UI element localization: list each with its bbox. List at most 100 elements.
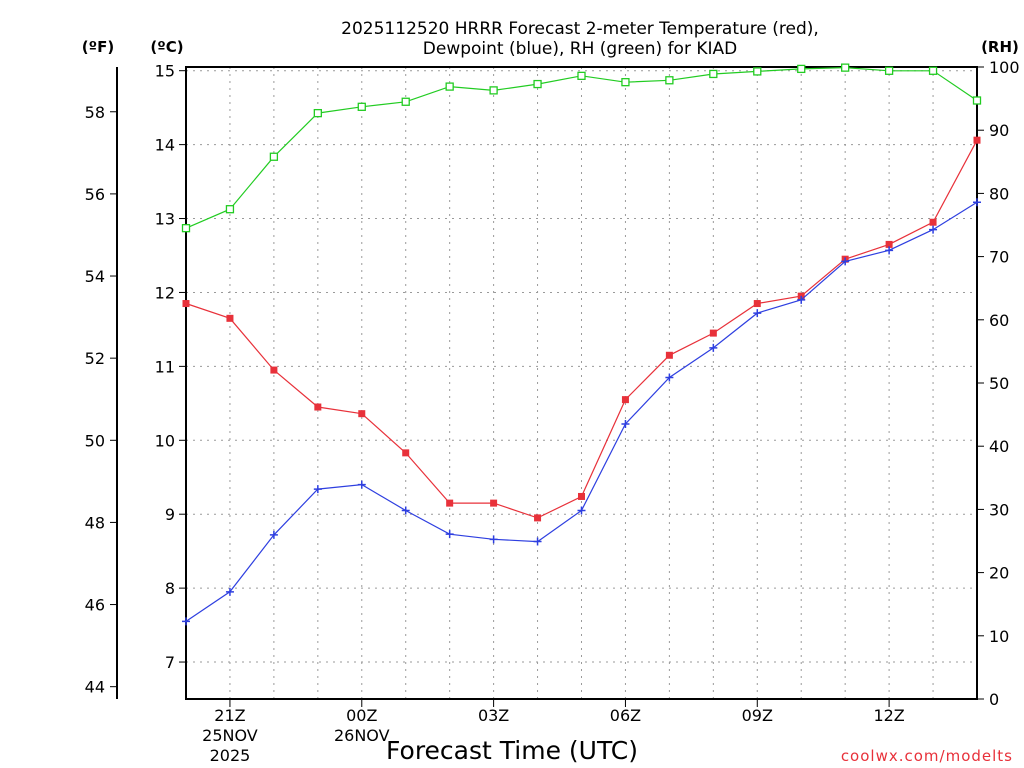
dewpoint-point (621, 420, 630, 429)
dewpoint-point (797, 295, 806, 304)
temperature-point (753, 300, 761, 308)
x-tick-label: 09Z (742, 706, 773, 725)
celsius-tick-label: 7 (165, 653, 175, 672)
rh-point (972, 96, 982, 105)
celsius-tick-label: 9 (165, 505, 175, 524)
fahrenheit-tick-label: 46 (85, 596, 105, 615)
rh-unit-label: (RH) (981, 38, 1019, 56)
rh-tick-label: 90 (989, 121, 1009, 140)
temperature-point (446, 499, 454, 507)
temperature-point (358, 410, 366, 418)
dewpoint-point (225, 587, 234, 596)
celsius-tick-label: 14 (155, 136, 175, 155)
x-tick-year-label: 2025 (210, 746, 251, 765)
celsius-unit-label: (ºC) (150, 38, 183, 56)
rh-point (533, 79, 542, 89)
fahrenheit-tick-label: 44 (85, 678, 105, 697)
temperature-point (490, 499, 498, 507)
temperature-point (621, 396, 629, 404)
rh-point (665, 76, 674, 85)
rh-point (753, 67, 762, 76)
x-tick-label: 00Z (346, 706, 377, 725)
dewpoint-point (577, 506, 586, 515)
temperature-point (314, 403, 322, 411)
rh-point (928, 66, 938, 75)
fahrenheit-tick-label: 56 (85, 185, 105, 204)
rh-point (401, 97, 410, 106)
rh-point (357, 102, 366, 111)
rh-tick-label: 50 (989, 374, 1009, 393)
x-tick-date-label: 25NOV (202, 726, 258, 745)
fahrenheit-tick-label: 54 (85, 267, 105, 286)
rh-tick-label: 0 (989, 690, 999, 709)
x-tick-label: 06Z (610, 706, 641, 725)
series-layer (181, 63, 982, 626)
rh-point (621, 78, 630, 87)
fahrenheit-tick-label: 52 (85, 349, 105, 368)
celsius-tick-label: 11 (155, 357, 175, 376)
fahrenheit-tick-label: 50 (85, 431, 105, 450)
chart-title-line1: 2025112520 HRRR Forecast 2-meter Tempera… (341, 19, 819, 39)
temperature-point (534, 514, 542, 522)
rh-point (181, 224, 191, 233)
rh-tick-label: 10 (989, 627, 1009, 646)
temperature-point (182, 300, 190, 308)
dewpoint-point (885, 246, 894, 255)
dewpoint-point (313, 485, 322, 494)
celsius-tick-label: 12 (155, 283, 175, 302)
rh-tick-label: 30 (989, 500, 1009, 519)
rh-point (841, 63, 850, 72)
fahrenheit-tick-label: 58 (85, 103, 105, 122)
celsius-tick-label: 13 (155, 210, 175, 229)
rh-point (225, 205, 235, 214)
rh-point (577, 71, 586, 80)
temperature-point (270, 366, 278, 374)
dewpoint-point (533, 537, 542, 546)
axes-layer (110, 66, 984, 707)
rh-point (445, 82, 454, 91)
chart-title-line2: Dewpoint (blue), RH (green) for KIAD (423, 39, 737, 59)
rh-point (884, 66, 894, 75)
fahrenheit-unit-label: (ºF) (82, 38, 114, 56)
dewpoint-point (929, 225, 938, 234)
temperature-point (709, 329, 717, 337)
x-tick-date-label: 26NOV (334, 726, 390, 745)
dewpoint-point (489, 535, 498, 544)
rh-tick-label: 40 (989, 437, 1009, 456)
dewpoint-point (973, 198, 981, 207)
dewpoint-point (357, 480, 366, 489)
temperature-point (929, 218, 937, 226)
temperature-point (973, 136, 981, 144)
rh-point (269, 152, 279, 161)
dewpoint-point (665, 373, 674, 382)
temperature-point (578, 492, 585, 500)
fahrenheit-tick-label: 48 (85, 513, 105, 532)
rh-tick-label: 20 (989, 564, 1009, 583)
rh-tick-label: 70 (989, 248, 1009, 267)
rh-point (709, 69, 718, 79)
rh-tick-label: 80 (989, 184, 1009, 203)
dewpoint-point (709, 343, 718, 352)
celsius-tick-label: 15 (155, 62, 175, 81)
credit-label: coolwx.com/modelts (841, 747, 1013, 765)
dewpoint-point (445, 530, 454, 539)
rh-point (489, 86, 498, 95)
rh-point (313, 108, 322, 118)
celsius-tick-label: 8 (165, 579, 175, 598)
rh-tick-label: 100 (989, 58, 1020, 77)
rh-tick-label: 60 (989, 311, 1009, 330)
temperature-point (885, 240, 893, 248)
celsius-tick-label: 10 (155, 431, 175, 450)
x-tick-label: 21Z (214, 706, 245, 725)
dewpoint-point (182, 617, 190, 626)
dewpoint-point (401, 506, 410, 515)
dewpoint-point (753, 309, 762, 318)
temperature-point (402, 449, 410, 457)
x-axis-label: Forecast Time (UTC) (386, 736, 638, 765)
temperature-point (226, 314, 234, 322)
rh-point (797, 64, 806, 74)
x-tick-label: 12Z (873, 706, 904, 725)
